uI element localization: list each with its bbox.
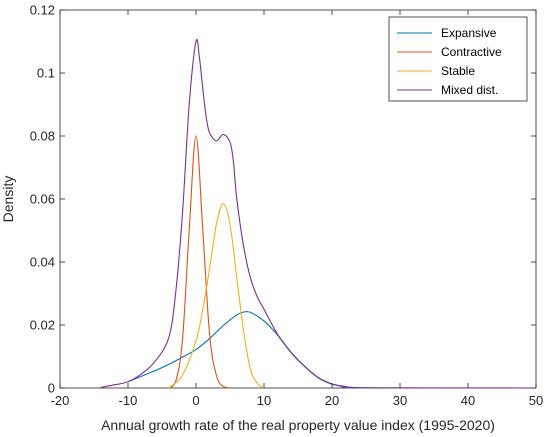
y-tick-label: 0 bbox=[48, 381, 55, 396]
y-tick-label: 0.1 bbox=[37, 66, 55, 81]
x-tick-label: 20 bbox=[325, 393, 339, 408]
x-tick-label: 30 bbox=[393, 393, 407, 408]
legend: Expansive Contractive Stable Mixed dist. bbox=[388, 16, 528, 102]
y-axis-label: Density bbox=[0, 176, 16, 223]
x-tick-label: 10 bbox=[257, 393, 271, 408]
series-line-1 bbox=[168, 135, 231, 389]
x-axis-ticks: -20 -10 0 10 20 30 40 50 bbox=[51, 10, 543, 408]
series-line-3 bbox=[100, 38, 537, 389]
y-tick-label: 0.12 bbox=[30, 3, 55, 18]
y-tick-label: 0.04 bbox=[30, 255, 55, 270]
y-tick-label: 0.02 bbox=[30, 318, 55, 333]
y-axis-ticks: 0 0.02 0.04 0.06 0.08 0.1 0.12 bbox=[30, 3, 536, 396]
legend-label-3: Mixed dist. bbox=[441, 83, 498, 97]
legend-label-0: Expansive bbox=[441, 26, 497, 40]
x-tick-label: -20 bbox=[51, 393, 70, 408]
x-axis-label: Annual growth rate of the real property … bbox=[101, 417, 495, 433]
curves-group bbox=[100, 38, 537, 389]
legend-label-2: Stable bbox=[441, 64, 475, 78]
x-tick-label: 50 bbox=[529, 393, 543, 408]
x-tick-label: 40 bbox=[461, 393, 475, 408]
x-tick-label: -10 bbox=[119, 393, 138, 408]
legend-label-1: Contractive bbox=[441, 45, 502, 59]
legend-box bbox=[388, 16, 528, 102]
x-tick-label: 0 bbox=[192, 393, 199, 408]
series-line-2 bbox=[168, 203, 265, 389]
y-tick-label: 0.08 bbox=[30, 129, 55, 144]
y-tick-label: 0.06 bbox=[30, 192, 55, 207]
